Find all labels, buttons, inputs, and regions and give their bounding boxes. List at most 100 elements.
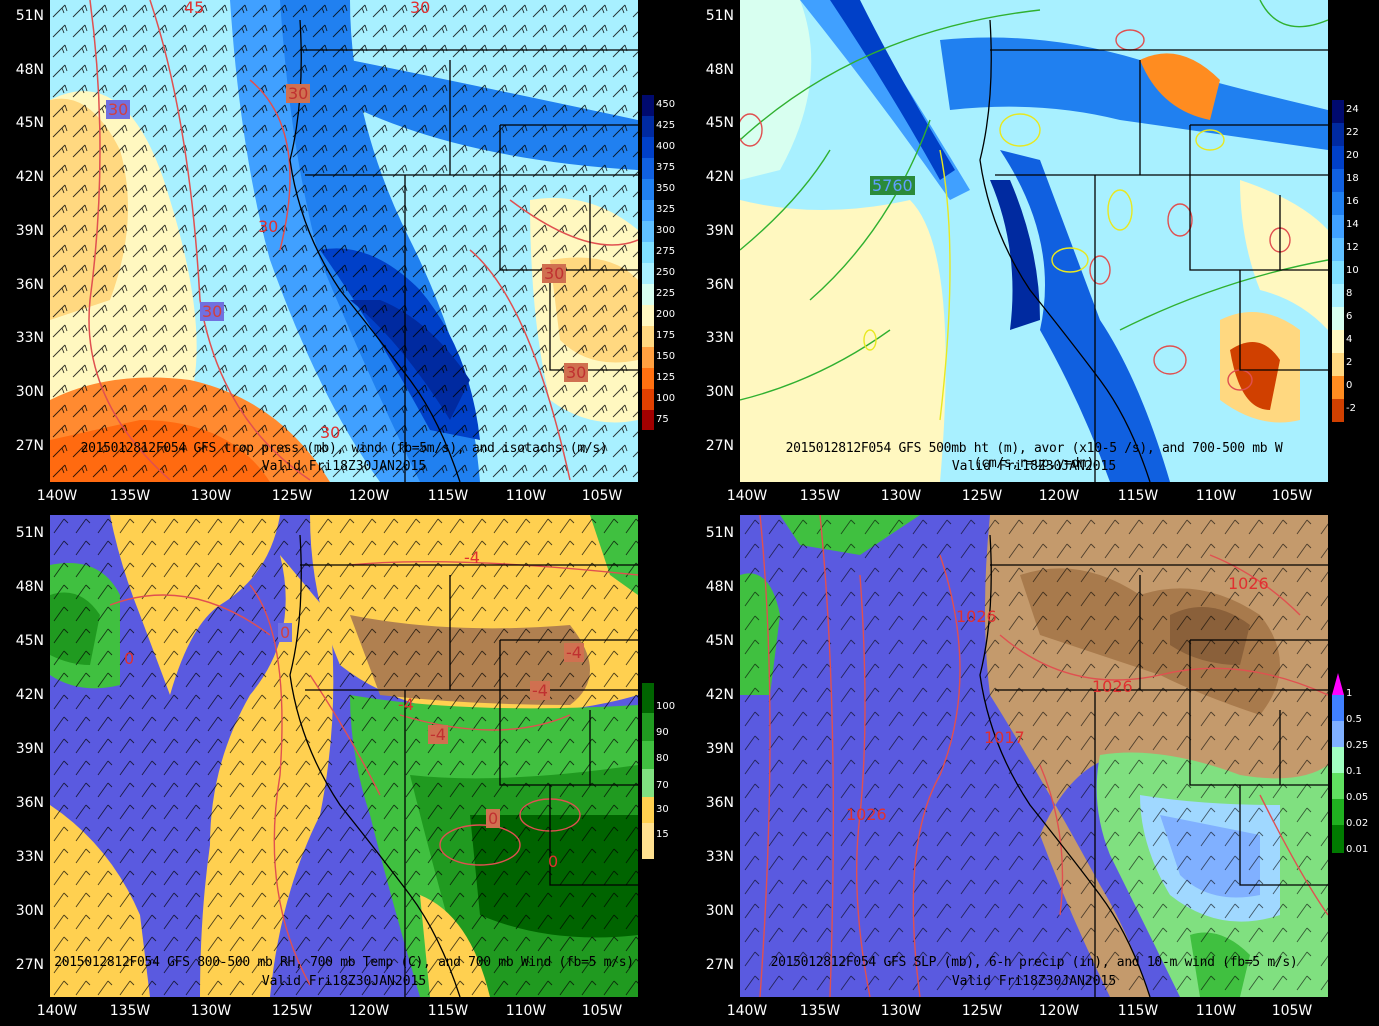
colorbar: 1 0.5 0.25 0.1 0.05 0.02 0.01: [1332, 673, 1368, 857]
contour-label: 30: [320, 423, 341, 442]
colorbar-label: 24: [1346, 104, 1359, 115]
latitude-label: 27N: [705, 437, 734, 454]
valid-time: Valid Fri18Z30JAN2015: [261, 974, 427, 989]
longitude-label: 120W: [1038, 1003, 1080, 1019]
longitude-label: 105W: [581, 488, 623, 504]
colorbar-label: 100: [656, 701, 676, 712]
contour-label: 45: [184, 0, 205, 17]
panel-rh: -4 -4 -4 -4 0 0 0 0 -4 2015012812F054 GF…: [0, 513, 690, 1026]
longitude-label: 125W: [271, 488, 313, 504]
colorbar-label: 12: [1346, 242, 1359, 253]
colorbar-label: 90: [656, 727, 669, 738]
longitude-label: 140W: [726, 1003, 768, 1019]
longitude-label: 135W: [799, 488, 841, 504]
vorticity-field: [740, 0, 1328, 482]
latitude-label: 33N: [15, 330, 44, 347]
colorbar-label: 225: [656, 288, 676, 299]
colorbar-label: 350: [656, 183, 676, 194]
colorbar-label: 1: [1346, 688, 1353, 699]
contour-label: 0: [278, 623, 293, 642]
latitude-label: 33N: [705, 849, 734, 865]
latitude-label: 45N: [705, 633, 734, 649]
contour-label: 1026: [956, 607, 997, 626]
colorbar-gradient: [642, 95, 654, 430]
latitude-label: 42N: [15, 169, 44, 186]
longitude-label: 110W: [1195, 488, 1237, 504]
map-500mb-vorticity: 5760 2015012812F054 GFS 500mb ht (m), av…: [740, 0, 1328, 482]
contour-label: 1026: [1228, 574, 1269, 593]
panel-title: 2015012812F054 GFS 500mb ht (m), avor (x…: [785, 441, 1283, 471]
colorbar-label: 400: [656, 141, 676, 152]
longitude-label: 125W: [961, 1003, 1003, 1019]
colorbar-label: 15: [656, 829, 669, 840]
panel-title: 2015012812F054 GFS trop press (mb), wind…: [80, 441, 608, 456]
tropopause-field: [50, 0, 638, 482]
colorbar-label: 250: [656, 267, 676, 278]
rh-field: [50, 515, 638, 997]
colorbar-label: 80: [656, 753, 669, 764]
valid-time: Valid Fri18Z30JAN2015: [261, 459, 427, 474]
colorbar-label: 150: [656, 351, 676, 362]
contour-label: 30: [200, 302, 225, 321]
colorbar-gradient: [1332, 100, 1344, 422]
contour-label: 30: [542, 264, 567, 283]
latitude-label: 48N: [15, 61, 44, 78]
colorbar: 450 425 400 375 350 325 300 275 250 225 …: [642, 95, 675, 434]
latitude-label: 48N: [15, 579, 44, 595]
colorbar-label: 4: [1346, 334, 1353, 345]
longitude-label: 110W: [1195, 1003, 1237, 1019]
contour-label: 30: [258, 217, 279, 236]
latitude-label: 42N: [15, 687, 44, 703]
contour-label: -4: [464, 548, 480, 567]
longitude-label: 115W: [427, 1003, 469, 1019]
longitude-label: 120W: [348, 1003, 390, 1019]
colorbar: 24 22 20 18 16 14 12 10 8 6 4 2 0 -2: [1332, 100, 1359, 426]
latitude-label: 45N: [705, 115, 734, 132]
contour-label: 0: [548, 852, 559, 871]
longitude-label: 115W: [427, 488, 469, 504]
latitude-label: 30N: [15, 383, 44, 400]
colorbar-label: 0.1: [1346, 766, 1362, 777]
latitude-label: 27N: [15, 957, 44, 973]
longitude-label: 105W: [581, 1003, 623, 1019]
longitude-label: 125W: [271, 1003, 313, 1019]
longitude-label: 125W: [961, 488, 1003, 504]
colorbar-label: 16: [1346, 196, 1359, 207]
longitude-label: 115W: [1117, 488, 1159, 504]
latitude-label: 39N: [705, 741, 734, 757]
contour-label: 30: [106, 100, 131, 119]
colorbar-label: 0.25: [1346, 740, 1369, 751]
colorbar: 100 90 80 70 30 15: [642, 683, 675, 863]
longitude-label: 120W: [348, 488, 390, 504]
colorbar-label: 6: [1346, 311, 1353, 322]
valid-time: Valid Fri18Z30JAN2015: [951, 974, 1117, 989]
panel-tropopause: 45 30 30 30 30 30 30 30 30 2015012812F05…: [0, 0, 690, 513]
panel-title: 2015012812F054 GFS SLP (mb), 6-h precip …: [770, 955, 1298, 970]
latitude-label: 36N: [15, 795, 44, 811]
latitude-label: 30N: [15, 903, 44, 919]
colorbar-label: 75: [656, 414, 669, 425]
contour-label: 1026: [1092, 677, 1133, 696]
latitude-label: 30N: [705, 383, 734, 400]
colorbar-label: 275: [656, 246, 676, 257]
colorbar-label: 450: [656, 99, 676, 110]
map-slp-precip: 1026 1026 1026 1017 1026 2015012812F054 …: [740, 515, 1328, 997]
latitude-label: 51N: [15, 8, 44, 24]
colorbar-label: 18: [1346, 173, 1359, 184]
colorbar-gradient: [642, 683, 654, 859]
contour-label: 30: [564, 363, 589, 382]
slp-field: [740, 515, 1328, 997]
contour-label: 0: [124, 649, 135, 668]
longitude-label: 130W: [190, 488, 232, 504]
contour-label: -4: [530, 681, 550, 700]
latitude-label: 45N: [15, 633, 44, 649]
colorbar-label: 30: [656, 804, 669, 815]
latitude-label: 48N: [705, 61, 734, 78]
longitude-label: 115W: [1117, 1003, 1159, 1019]
colorbar-label: 0.01: [1346, 844, 1369, 855]
colorbar-label: 0.5: [1346, 714, 1362, 725]
latitude-label: 30N: [705, 903, 734, 919]
colorbar-label: 425: [656, 120, 676, 131]
longitude-label: 130W: [880, 488, 922, 504]
latitude-label: 39N: [705, 222, 734, 239]
